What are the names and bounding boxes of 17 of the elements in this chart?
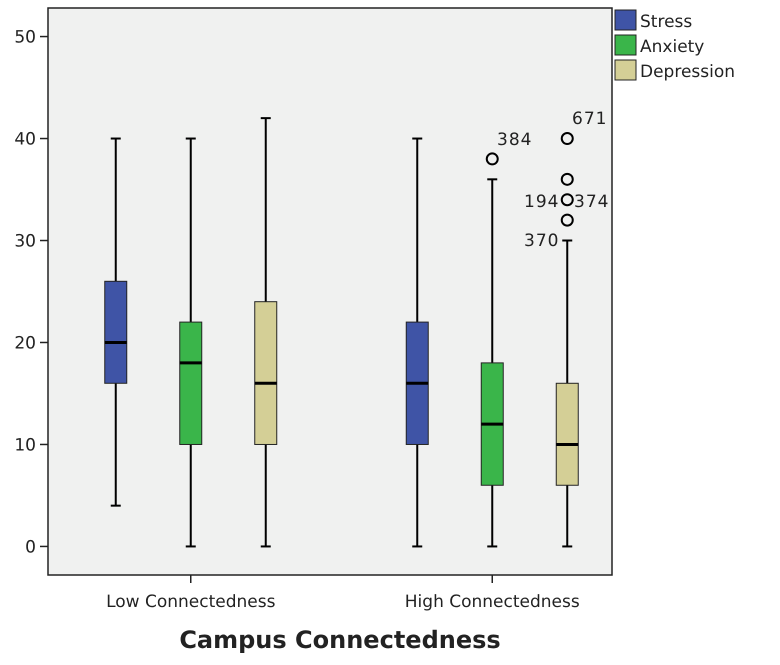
y-tick-label: 0 <box>25 537 36 558</box>
annotation: 374 <box>574 192 610 212</box>
legend-label: Depression <box>640 62 736 82</box>
y-tick-label: 20 <box>14 333 36 354</box>
legend-label: Anxiety <box>640 37 704 57</box>
legend-label: Stress <box>640 12 692 32</box>
x-tick-label: Low Connectedness <box>106 592 276 612</box>
annotation: 671 <box>572 109 608 129</box>
annotation: 384 <box>497 130 532 150</box>
x-tick-label: High Connectedness <box>404 592 580 612</box>
y-tick-label: 10 <box>14 435 36 456</box>
y-tick-label: 40 <box>14 130 36 150</box>
y-tick-label: 30 <box>14 232 36 252</box>
annotation: 370 <box>524 231 560 251</box>
x-axis-title: Campus Connectedness <box>179 626 501 654</box>
y-tick-label: 50 <box>14 28 36 48</box>
annotation: 194 <box>524 192 560 212</box>
